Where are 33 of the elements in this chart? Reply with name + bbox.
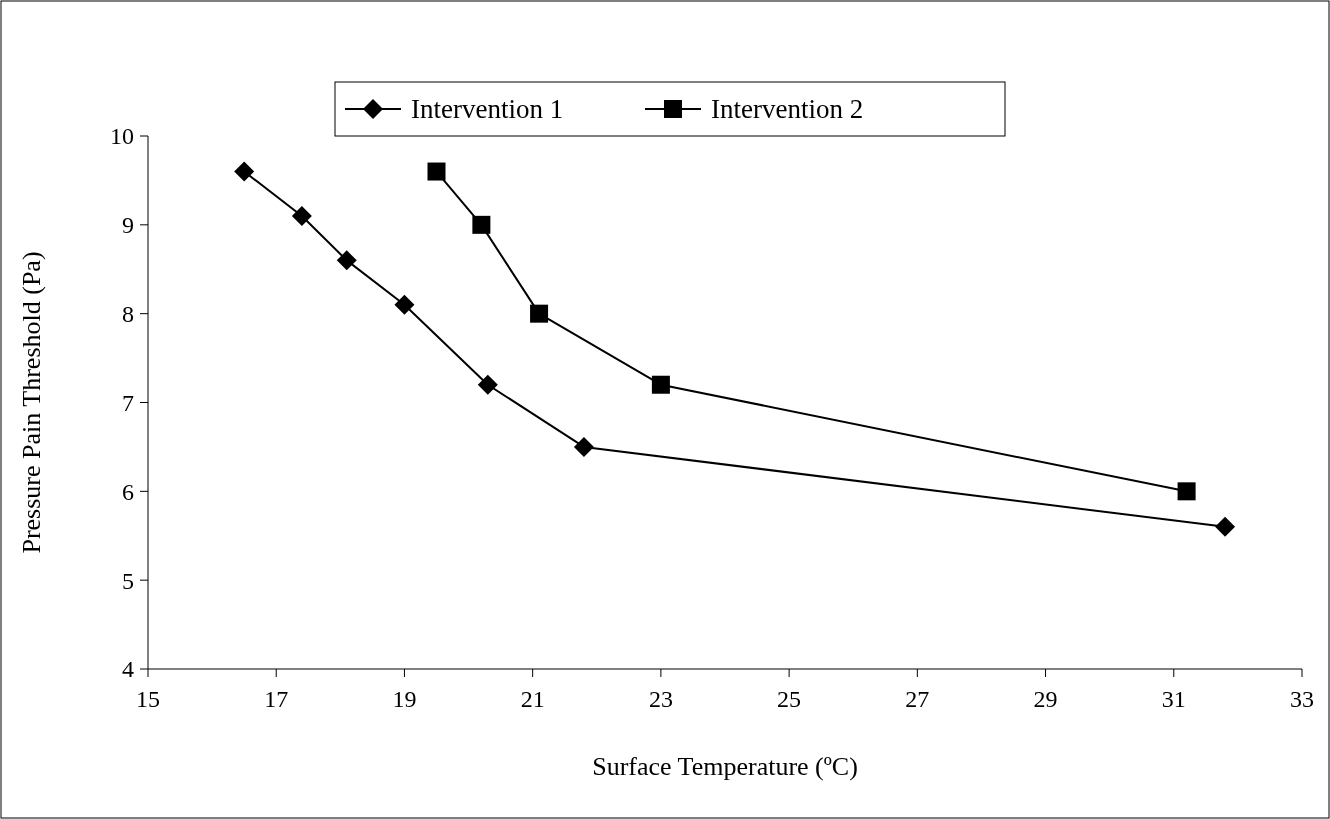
y-tick-label: 10 bbox=[110, 123, 134, 150]
x-tick-label: 29 bbox=[1033, 686, 1058, 712]
legend-label: Intervention 2 bbox=[711, 94, 864, 125]
point bbox=[427, 162, 446, 181]
x-tick-label: 15 bbox=[136, 686, 160, 712]
point bbox=[336, 250, 357, 271]
y-tick-label: 4 bbox=[122, 656, 134, 683]
point bbox=[530, 304, 549, 323]
legend-label: Intervention 1 bbox=[411, 94, 564, 125]
point bbox=[573, 436, 594, 457]
y-tick-label: 5 bbox=[122, 567, 134, 594]
y-tick-label: 7 bbox=[122, 389, 134, 416]
x-tick-label: 17 bbox=[264, 686, 289, 712]
point bbox=[1177, 482, 1196, 501]
x-tick-label: 19 bbox=[392, 686, 417, 712]
x-axis-title: Surface Temperature (ºC) bbox=[592, 752, 858, 781]
point bbox=[234, 161, 255, 182]
point bbox=[394, 294, 415, 315]
x-tick-label: 31 bbox=[1161, 686, 1186, 712]
x-tick-label: 27 bbox=[905, 686, 930, 712]
y-tick-label: 9 bbox=[122, 212, 134, 239]
x-tick-label: 23 bbox=[648, 686, 673, 712]
x-tick-label: 33 bbox=[1290, 686, 1314, 712]
x-tick-label: 25 bbox=[777, 686, 802, 712]
y-tick-label: 6 bbox=[122, 478, 134, 505]
x-tick-label: 21 bbox=[520, 686, 545, 712]
point bbox=[472, 215, 491, 234]
point bbox=[1215, 516, 1236, 537]
point bbox=[477, 374, 498, 395]
y-axis-title: Pressure Pain Threshold (Pa) bbox=[17, 251, 46, 554]
y-tick-label: 8 bbox=[122, 301, 134, 328]
point bbox=[291, 205, 312, 226]
point bbox=[651, 375, 670, 394]
